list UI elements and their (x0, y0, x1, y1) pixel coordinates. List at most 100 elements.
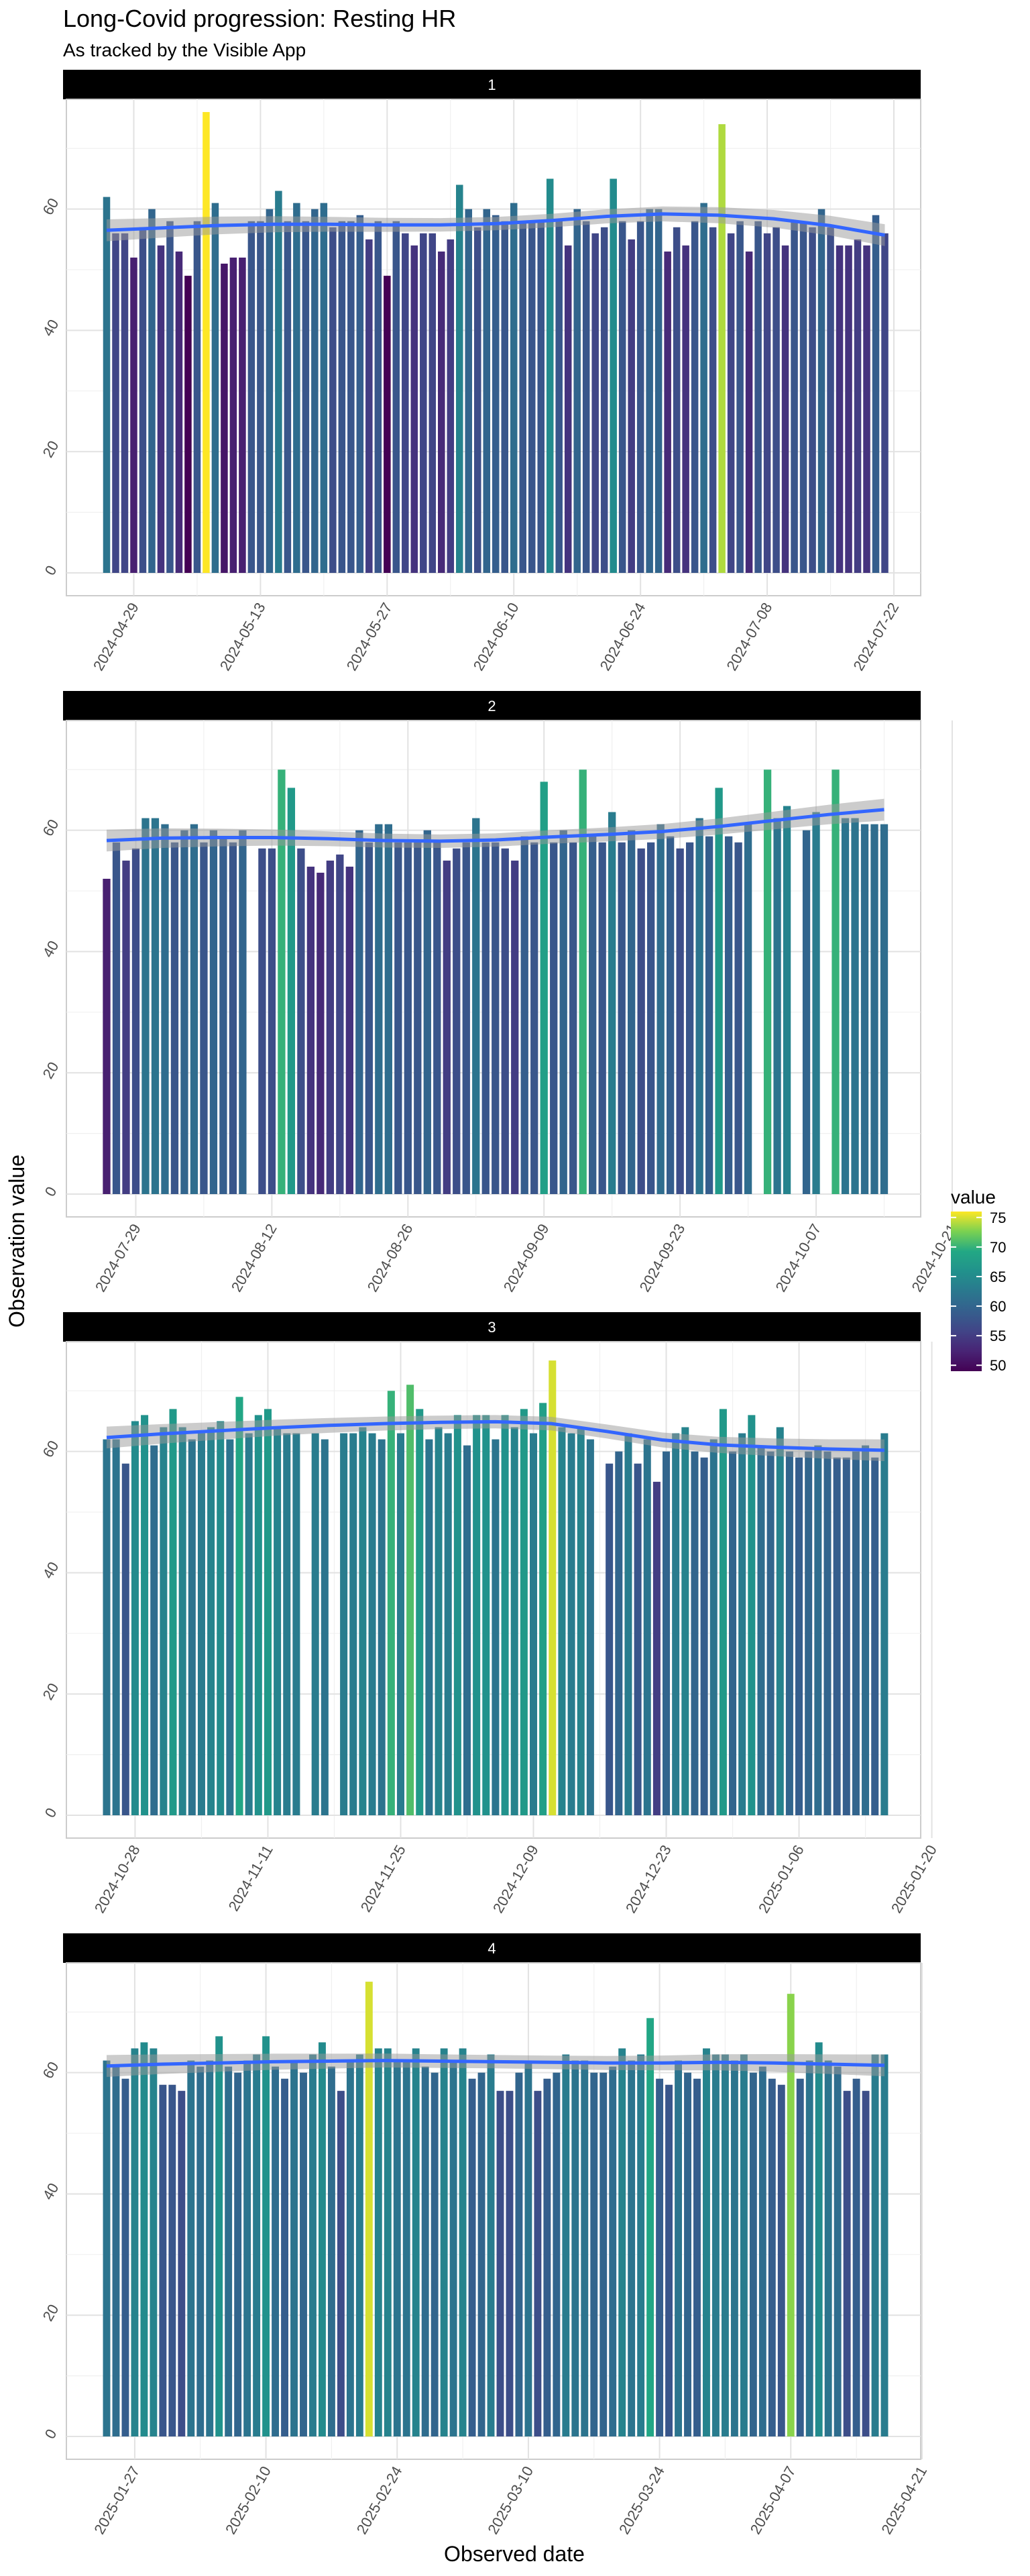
bar (749, 2072, 757, 2436)
bar (384, 276, 391, 573)
bar (384, 2048, 392, 2436)
bar (300, 2072, 307, 2436)
bar (365, 842, 373, 1194)
bar (327, 2066, 335, 2436)
bar (306, 866, 315, 1194)
bar (412, 2048, 420, 2436)
bar (492, 842, 500, 1194)
bar (103, 197, 111, 573)
bar (378, 1439, 386, 1815)
x-tick-label: 2024-08-26 (364, 1221, 416, 1295)
bar (805, 2060, 813, 2436)
bar (287, 788, 296, 1194)
bar (130, 257, 137, 573)
x-tick-label: 2025-01-20 (888, 1842, 940, 1916)
bar (663, 1451, 671, 1815)
bar (624, 1433, 632, 1815)
bar (440, 2048, 448, 2436)
bar (239, 830, 247, 1194)
bar (709, 227, 717, 573)
x-tick-label: 2025-02-10 (222, 2463, 274, 2537)
x-tick-label: 2024-08-12 (228, 1221, 280, 1295)
bar (700, 1457, 708, 1815)
bar (394, 842, 402, 1194)
bar (646, 209, 653, 573)
bar (384, 824, 392, 1194)
bar (827, 227, 834, 573)
bar (359, 1427, 367, 1815)
bar (456, 184, 463, 574)
x-tick-label: 2025-01-27 (91, 2463, 143, 2537)
bar (431, 2072, 439, 2436)
bar (537, 221, 545, 574)
bar (200, 842, 208, 1194)
legend-tick-label: 75 (990, 1210, 1006, 1226)
facet-strip-label: 3 (488, 1319, 496, 1336)
bar (836, 245, 844, 573)
y-tick-label: 0 (42, 1805, 60, 1821)
bar (693, 2078, 701, 2436)
bar (591, 233, 599, 573)
panel-border (66, 720, 921, 1218)
bar (453, 1415, 461, 1815)
bar (209, 830, 218, 1194)
y-axis-label: Observation value (5, 1155, 29, 1328)
bar (346, 2060, 354, 2436)
y-tick-label: 60 (40, 2059, 62, 2082)
bar (555, 221, 563, 574)
bar (139, 227, 147, 573)
panel-border (66, 1341, 921, 1839)
bar (365, 1982, 373, 2436)
bar (416, 1409, 424, 1815)
bar (721, 2054, 729, 2436)
bar (121, 2078, 129, 2436)
bar (131, 1421, 139, 1815)
facet-strip-label: 1 (488, 76, 496, 93)
bar (654, 209, 663, 573)
bar (672, 1433, 680, 1815)
bar (628, 830, 636, 1194)
bar (103, 2060, 111, 2436)
bar (763, 233, 771, 573)
bar (852, 2078, 860, 2436)
bar (302, 221, 310, 574)
bar (598, 842, 606, 1194)
bar (539, 1403, 547, 1815)
bar (449, 2060, 457, 2436)
x-tick-label: 2024-07-08 (723, 600, 775, 674)
y-tick-label: 60 (40, 1438, 62, 1460)
bar (510, 1427, 518, 1815)
bar (511, 860, 519, 1194)
bar (421, 2066, 429, 2436)
bar (817, 209, 825, 573)
bar (112, 2066, 120, 2436)
bar (763, 769, 772, 1194)
bar (719, 1409, 727, 1815)
bar (336, 854, 344, 1194)
bar (161, 824, 169, 1194)
bar (122, 860, 130, 1194)
bar (234, 2072, 242, 2436)
bar (815, 2042, 823, 2436)
bar (515, 2072, 523, 2436)
bar (618, 842, 626, 1194)
bar (465, 209, 473, 573)
bar (492, 1439, 500, 1815)
bar (207, 1427, 215, 1815)
bar (787, 1994, 795, 2436)
bar (773, 818, 781, 1194)
bar (264, 1409, 272, 1815)
y-tick-label: 60 (40, 816, 62, 839)
panel-border (66, 1962, 921, 2460)
bar (637, 848, 645, 1194)
bar (197, 1433, 205, 1815)
bar (738, 1433, 746, 1815)
bar (188, 1439, 196, 1815)
bar (691, 221, 699, 574)
bar (481, 842, 490, 1194)
bar (140, 2042, 148, 2436)
x-tick-label: 2025-01-06 (755, 1842, 807, 1916)
bar (193, 221, 201, 574)
bar (832, 769, 840, 1194)
